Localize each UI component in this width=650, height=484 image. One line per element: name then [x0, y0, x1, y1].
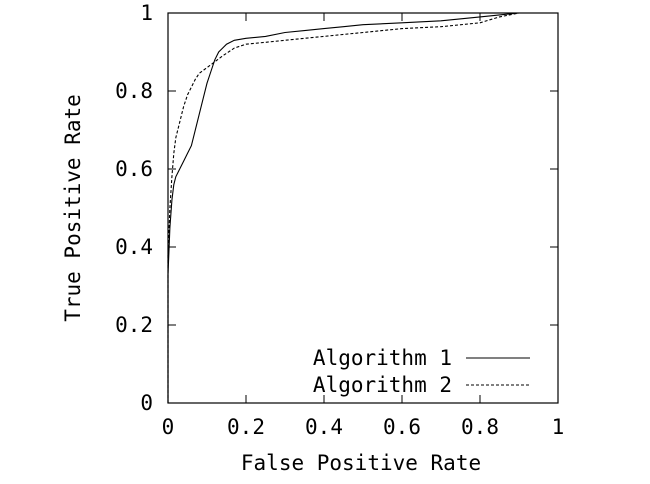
y-tick-label: 1	[140, 1, 153, 25]
series-line-1	[167, 12, 558, 403]
y-axis-ticks: 0 0.2 0.4 0.6 0.8 1	[115, 1, 558, 415]
legend-label-2: Algorithm 2	[313, 373, 452, 397]
plot-border	[167, 12, 559, 404]
y-tick-label: 0.6	[115, 157, 153, 181]
x-axis-ticks: 0 0.2 0.4 0.6 0.8 1	[162, 13, 565, 439]
x-tick-label: 0	[162, 415, 175, 439]
y-axis-label: True Positive Rate	[61, 94, 85, 322]
series-line-2	[167, 12, 558, 403]
legend-label-1: Algorithm 1	[313, 346, 452, 370]
y-tick-label: 0	[140, 391, 153, 415]
series-layer	[167, 12, 558, 403]
legend: Algorithm 1 Algorithm 2	[313, 346, 530, 397]
y-tick-label: 0.8	[115, 79, 153, 103]
x-tick-label: 0.8	[461, 415, 499, 439]
x-tick-label: 1	[552, 415, 565, 439]
y-tick-label: 0.4	[115, 235, 153, 259]
x-tick-label: 0.6	[383, 415, 421, 439]
x-tick-label: 0.2	[227, 415, 265, 439]
x-axis-label: False Positive Rate	[241, 451, 481, 475]
plot-frame	[167, 12, 559, 404]
x-tick-label: 0.4	[305, 415, 343, 439]
y-tick-label: 0.2	[115, 313, 153, 337]
